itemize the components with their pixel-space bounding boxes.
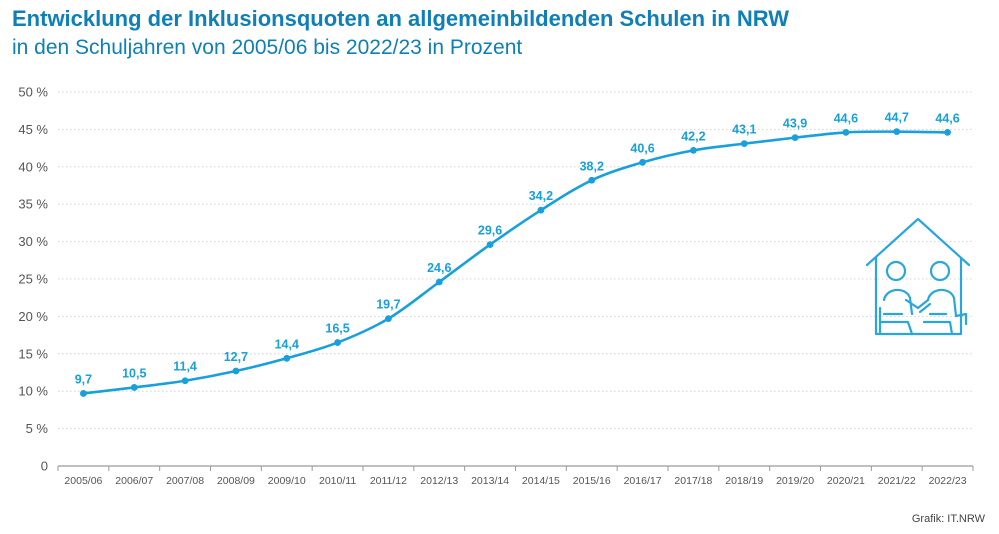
data-label: 38,2 — [580, 159, 604, 173]
data-point — [334, 339, 341, 346]
data-label: 10,5 — [122, 366, 146, 380]
x-tick-label: 2022/23 — [929, 475, 967, 487]
inclusion-rate-line — [82, 130, 949, 395]
data-labels: 9,7 10,5 11,4 12,7 14,4 16,5 19,7 24,6 29,6 34,2 3… — [75, 111, 960, 387]
x-tick-label: 2011/12 — [370, 475, 407, 487]
data-point — [842, 128, 850, 136]
data-points — [80, 128, 951, 397]
data-label: 12,7 — [224, 350, 248, 364]
data-label: 24,6 — [427, 261, 451, 275]
data-point — [944, 128, 951, 136]
data-label: 11,4 — [173, 360, 197, 374]
data-label: 44,6 — [935, 111, 959, 125]
chart-title: Entwicklung der Inklusionsquoten an allg… — [12, 6, 790, 31]
data-point — [588, 176, 596, 184]
data-label: 44,6 — [834, 111, 858, 125]
y-tick-label: 50 % — [18, 85, 48, 100]
data-point — [893, 128, 901, 136]
y-tick-label: 25 % — [18, 272, 48, 287]
y-tick-label: 10 % — [18, 384, 48, 399]
x-tick-label: 2013/14 — [471, 475, 509, 487]
data-label: 9,7 — [75, 372, 92, 386]
y-tick-label: 30 % — [18, 234, 48, 249]
x-tick-label: 2015/16 — [573, 475, 611, 487]
y-axis-tick-labels: 0 5 % 10 % 15 % 20 % 25 % 30 % 35 % 40 % 45 % 50 % — [18, 85, 48, 474]
data-point — [690, 146, 697, 154]
x-axis-tick-labels: 2005/06 2006/07 2007/08 2008/09 2009/10 2010/… — [64, 475, 966, 487]
gridlines — [57, 91, 974, 471]
y-tick-label: 20 % — [18, 309, 48, 324]
x-tick-label: 2021/22 — [878, 475, 916, 487]
chart-subtitle: in den Schuljahren von 2005/06 bis 2022/… — [12, 36, 523, 59]
x-tick-label: 2007/08 — [166, 475, 204, 487]
x-tick-label: 2017/18 — [674, 475, 712, 487]
source-credit: Grafik: IT.NRW — [911, 513, 985, 525]
y-tick-label: 5 % — [26, 421, 49, 436]
data-label: 29,6 — [478, 224, 502, 238]
data-label: 40,6 — [630, 141, 654, 155]
y-tick-label: 0 — [41, 459, 48, 474]
data-point — [537, 206, 545, 214]
y-tick-label: 45 % — [18, 122, 48, 137]
y-tick-label: 40 % — [18, 159, 48, 174]
y-tick-label: 35 % — [18, 197, 48, 212]
data-point — [130, 384, 138, 391]
x-tick-label: 2005/06 — [64, 475, 102, 487]
data-label: 34,2 — [529, 189, 553, 203]
x-tick-label: 2016/17 — [624, 475, 662, 487]
x-tick-label: 2012/13 — [420, 475, 458, 487]
data-point — [80, 390, 87, 397]
x-tick-label: 2006/07 — [115, 475, 153, 487]
data-label: 16,5 — [325, 322, 349, 336]
data-point — [639, 158, 646, 166]
x-tick-label: 2018/19 — [725, 475, 763, 487]
data-label: 43,1 — [732, 123, 756, 137]
data-point — [486, 241, 494, 248]
x-tick-label: 2020/21 — [827, 475, 865, 487]
x-tick-label: 2010/11 — [319, 475, 356, 487]
house-with-two-children-icon — [865, 217, 971, 336]
data-label: 44,7 — [885, 111, 909, 125]
y-tick-label: 15 % — [18, 346, 48, 361]
data-point — [791, 134, 799, 142]
data-point — [740, 140, 748, 148]
x-tick-label: 2014/15 — [522, 475, 560, 487]
data-point — [232, 367, 240, 375]
data-point — [181, 377, 189, 385]
x-tick-label: 2008/09 — [217, 475, 255, 487]
data-label: 19,7 — [376, 298, 400, 312]
data-point — [283, 354, 291, 362]
data-point — [385, 315, 392, 323]
data-point — [435, 278, 443, 286]
x-tick-label: 2009/10 — [268, 475, 306, 487]
data-label: 43,9 — [783, 117, 807, 131]
data-label: 42,2 — [681, 129, 705, 143]
x-tick-label: 2019/20 — [776, 475, 814, 487]
data-label: 14,4 — [275, 337, 299, 351]
